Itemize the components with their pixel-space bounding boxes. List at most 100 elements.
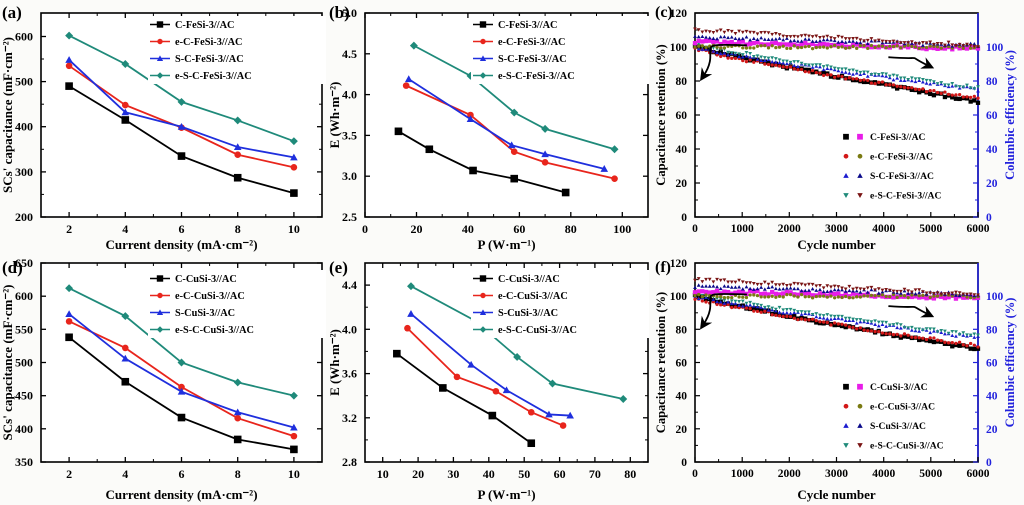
svg-text:0: 0 bbox=[681, 457, 687, 469]
svg-text:1000: 1000 bbox=[731, 223, 754, 235]
svg-text:e-C-FeSi-3//AC: e-C-FeSi-3//AC bbox=[175, 37, 242, 48]
svg-text:Capacitance retention (%): Capacitance retention (%) bbox=[654, 292, 668, 433]
svg-text:600: 600 bbox=[15, 30, 33, 44]
svg-text:80: 80 bbox=[986, 324, 998, 336]
svg-text:6000: 6000 bbox=[967, 468, 990, 480]
svg-text:100: 100 bbox=[986, 291, 1004, 303]
svg-text:400: 400 bbox=[15, 120, 33, 134]
svg-text:80: 80 bbox=[565, 222, 577, 236]
svg-text:6: 6 bbox=[179, 467, 185, 481]
svg-text:10: 10 bbox=[288, 222, 300, 236]
svg-text:e-S-C-FeSi-3//AC: e-S-C-FeSi-3//AC bbox=[175, 71, 252, 82]
svg-text:80: 80 bbox=[676, 76, 688, 88]
svg-text:Cycle number: Cycle number bbox=[797, 487, 876, 502]
svg-text:S-CuSi-3//AC: S-CuSi-3//AC bbox=[175, 308, 235, 319]
svg-text:SCs' capacitance (mF·cm⁻²): SCs' capacitance (mF·cm⁻²) bbox=[0, 37, 15, 193]
svg-text:500: 500 bbox=[15, 356, 33, 370]
svg-text:e-C-CuSi-3//AC: e-C-CuSi-3//AC bbox=[498, 291, 568, 302]
svg-text:5000: 5000 bbox=[919, 468, 942, 480]
svg-text:10: 10 bbox=[288, 467, 300, 481]
svg-text:10: 10 bbox=[377, 467, 389, 481]
svg-text:2: 2 bbox=[66, 467, 72, 481]
svg-text:C-FeSi-3//AC: C-FeSi-3//AC bbox=[175, 20, 234, 31]
svg-text:40: 40 bbox=[986, 144, 998, 156]
svg-text:40: 40 bbox=[676, 144, 688, 156]
svg-text:e-C-CuSi-3//AC: e-C-CuSi-3//AC bbox=[175, 291, 245, 302]
svg-text:2.8: 2.8 bbox=[342, 455, 357, 469]
svg-text:40: 40 bbox=[462, 222, 474, 236]
svg-text:80: 80 bbox=[624, 467, 636, 481]
svg-text:500: 500 bbox=[15, 75, 33, 89]
svg-text:0: 0 bbox=[681, 212, 687, 224]
svg-text:8: 8 bbox=[235, 467, 241, 481]
svg-text:(a): (a) bbox=[2, 3, 22, 22]
svg-text:70: 70 bbox=[589, 467, 601, 481]
svg-text:e-S-C-CuSi-3//AC: e-S-C-CuSi-3//AC bbox=[498, 325, 577, 336]
svg-text:4.0: 4.0 bbox=[342, 88, 357, 102]
svg-text:120: 120 bbox=[670, 258, 688, 270]
svg-text:e-C-FeSi-3//AC: e-C-FeSi-3//AC bbox=[870, 152, 933, 163]
svg-text:0: 0 bbox=[692, 223, 698, 235]
svg-text:20: 20 bbox=[412, 467, 424, 481]
svg-text:80: 80 bbox=[986, 76, 998, 88]
svg-text:4000: 4000 bbox=[872, 223, 895, 235]
svg-text:4: 4 bbox=[122, 467, 128, 481]
svg-text:20: 20 bbox=[986, 178, 998, 190]
svg-text:C-FeSi-3//AC: C-FeSi-3//AC bbox=[498, 20, 557, 31]
svg-text:e-S-C-FeSi-3//AC: e-S-C-FeSi-3//AC bbox=[498, 71, 575, 82]
svg-text:80: 80 bbox=[676, 324, 688, 336]
svg-text:C-FeSi-3//AC: C-FeSi-3//AC bbox=[870, 132, 925, 143]
svg-text:60: 60 bbox=[986, 358, 998, 370]
svg-text:2000: 2000 bbox=[778, 223, 801, 235]
svg-text:8: 8 bbox=[235, 222, 241, 236]
svg-text:60: 60 bbox=[986, 110, 998, 122]
svg-text:S-C-FeSi-3//AC: S-C-FeSi-3//AC bbox=[870, 171, 934, 182]
svg-text:2: 2 bbox=[66, 222, 72, 236]
svg-text:100: 100 bbox=[613, 222, 631, 236]
svg-text:(b): (b) bbox=[329, 3, 350, 22]
svg-text:60: 60 bbox=[554, 467, 566, 481]
svg-text:Columbic efficiency (%): Columbic efficiency (%) bbox=[1003, 298, 1017, 428]
svg-text:E (Wh·m⁻²): E (Wh·m⁻²) bbox=[327, 82, 342, 149]
svg-text:60: 60 bbox=[513, 222, 525, 236]
svg-text:4.4: 4.4 bbox=[342, 278, 357, 292]
svg-text:S-C-FeSi-3//AC: S-C-FeSi-3//AC bbox=[498, 54, 567, 65]
svg-text:e-C-FeSi-3//AC: e-C-FeSi-3//AC bbox=[498, 37, 565, 48]
svg-text:e-S-C-FeSi-3//AC: e-S-C-FeSi-3//AC bbox=[870, 191, 941, 202]
svg-text:(e): (e) bbox=[329, 258, 348, 277]
svg-text:3000: 3000 bbox=[825, 468, 848, 480]
svg-text:4.5: 4.5 bbox=[342, 47, 357, 61]
svg-text:Current density (mA·cm⁻²): Current density (mA·cm⁻²) bbox=[105, 237, 257, 252]
svg-text:C-CuSi-3//AC: C-CuSi-3//AC bbox=[175, 274, 237, 285]
svg-text:6: 6 bbox=[179, 222, 185, 236]
svg-text:200: 200 bbox=[15, 210, 33, 224]
svg-text:SCs' capacitance (mF·cm⁻²): SCs' capacitance (mF·cm⁻²) bbox=[0, 285, 15, 441]
svg-text:2.5: 2.5 bbox=[342, 210, 357, 224]
svg-text:(f): (f) bbox=[655, 259, 671, 276]
svg-text:20: 20 bbox=[676, 424, 688, 436]
svg-text:30: 30 bbox=[447, 467, 459, 481]
svg-text:300: 300 bbox=[15, 165, 33, 179]
svg-text:3.6: 3.6 bbox=[342, 367, 357, 381]
svg-text:e-S-C-CuSi-3//AC: e-S-C-CuSi-3//AC bbox=[870, 441, 944, 452]
svg-text:600: 600 bbox=[15, 289, 33, 303]
svg-text:e-C-CuSi-3//AC: e-C-CuSi-3//AC bbox=[870, 402, 935, 413]
svg-text:E (Wh·m⁻²): E (Wh·m⁻²) bbox=[327, 329, 342, 396]
svg-text:3.5: 3.5 bbox=[342, 128, 357, 142]
svg-text:3000: 3000 bbox=[825, 223, 848, 235]
svg-text:3.2: 3.2 bbox=[342, 411, 357, 425]
svg-text:(d): (d) bbox=[2, 258, 23, 277]
svg-text:400: 400 bbox=[15, 422, 33, 436]
svg-text:100: 100 bbox=[670, 291, 688, 303]
svg-text:C-CuSi-3//AC: C-CuSi-3//AC bbox=[870, 382, 928, 393]
svg-text:P (W·m⁻¹): P (W·m⁻¹) bbox=[477, 487, 535, 502]
svg-text:(c): (c) bbox=[655, 4, 673, 21]
svg-text:3.0: 3.0 bbox=[342, 169, 357, 183]
svg-text:Capacitance retention (%): Capacitance retention (%) bbox=[654, 44, 668, 185]
svg-text:50: 50 bbox=[518, 467, 530, 481]
svg-text:20: 20 bbox=[986, 424, 998, 436]
svg-text:Cycle number: Cycle number bbox=[797, 237, 876, 252]
svg-text:0: 0 bbox=[692, 468, 698, 480]
svg-text:20: 20 bbox=[676, 178, 688, 190]
svg-text:e-S-C-CuSi-3//AC: e-S-C-CuSi-3//AC bbox=[175, 325, 254, 336]
